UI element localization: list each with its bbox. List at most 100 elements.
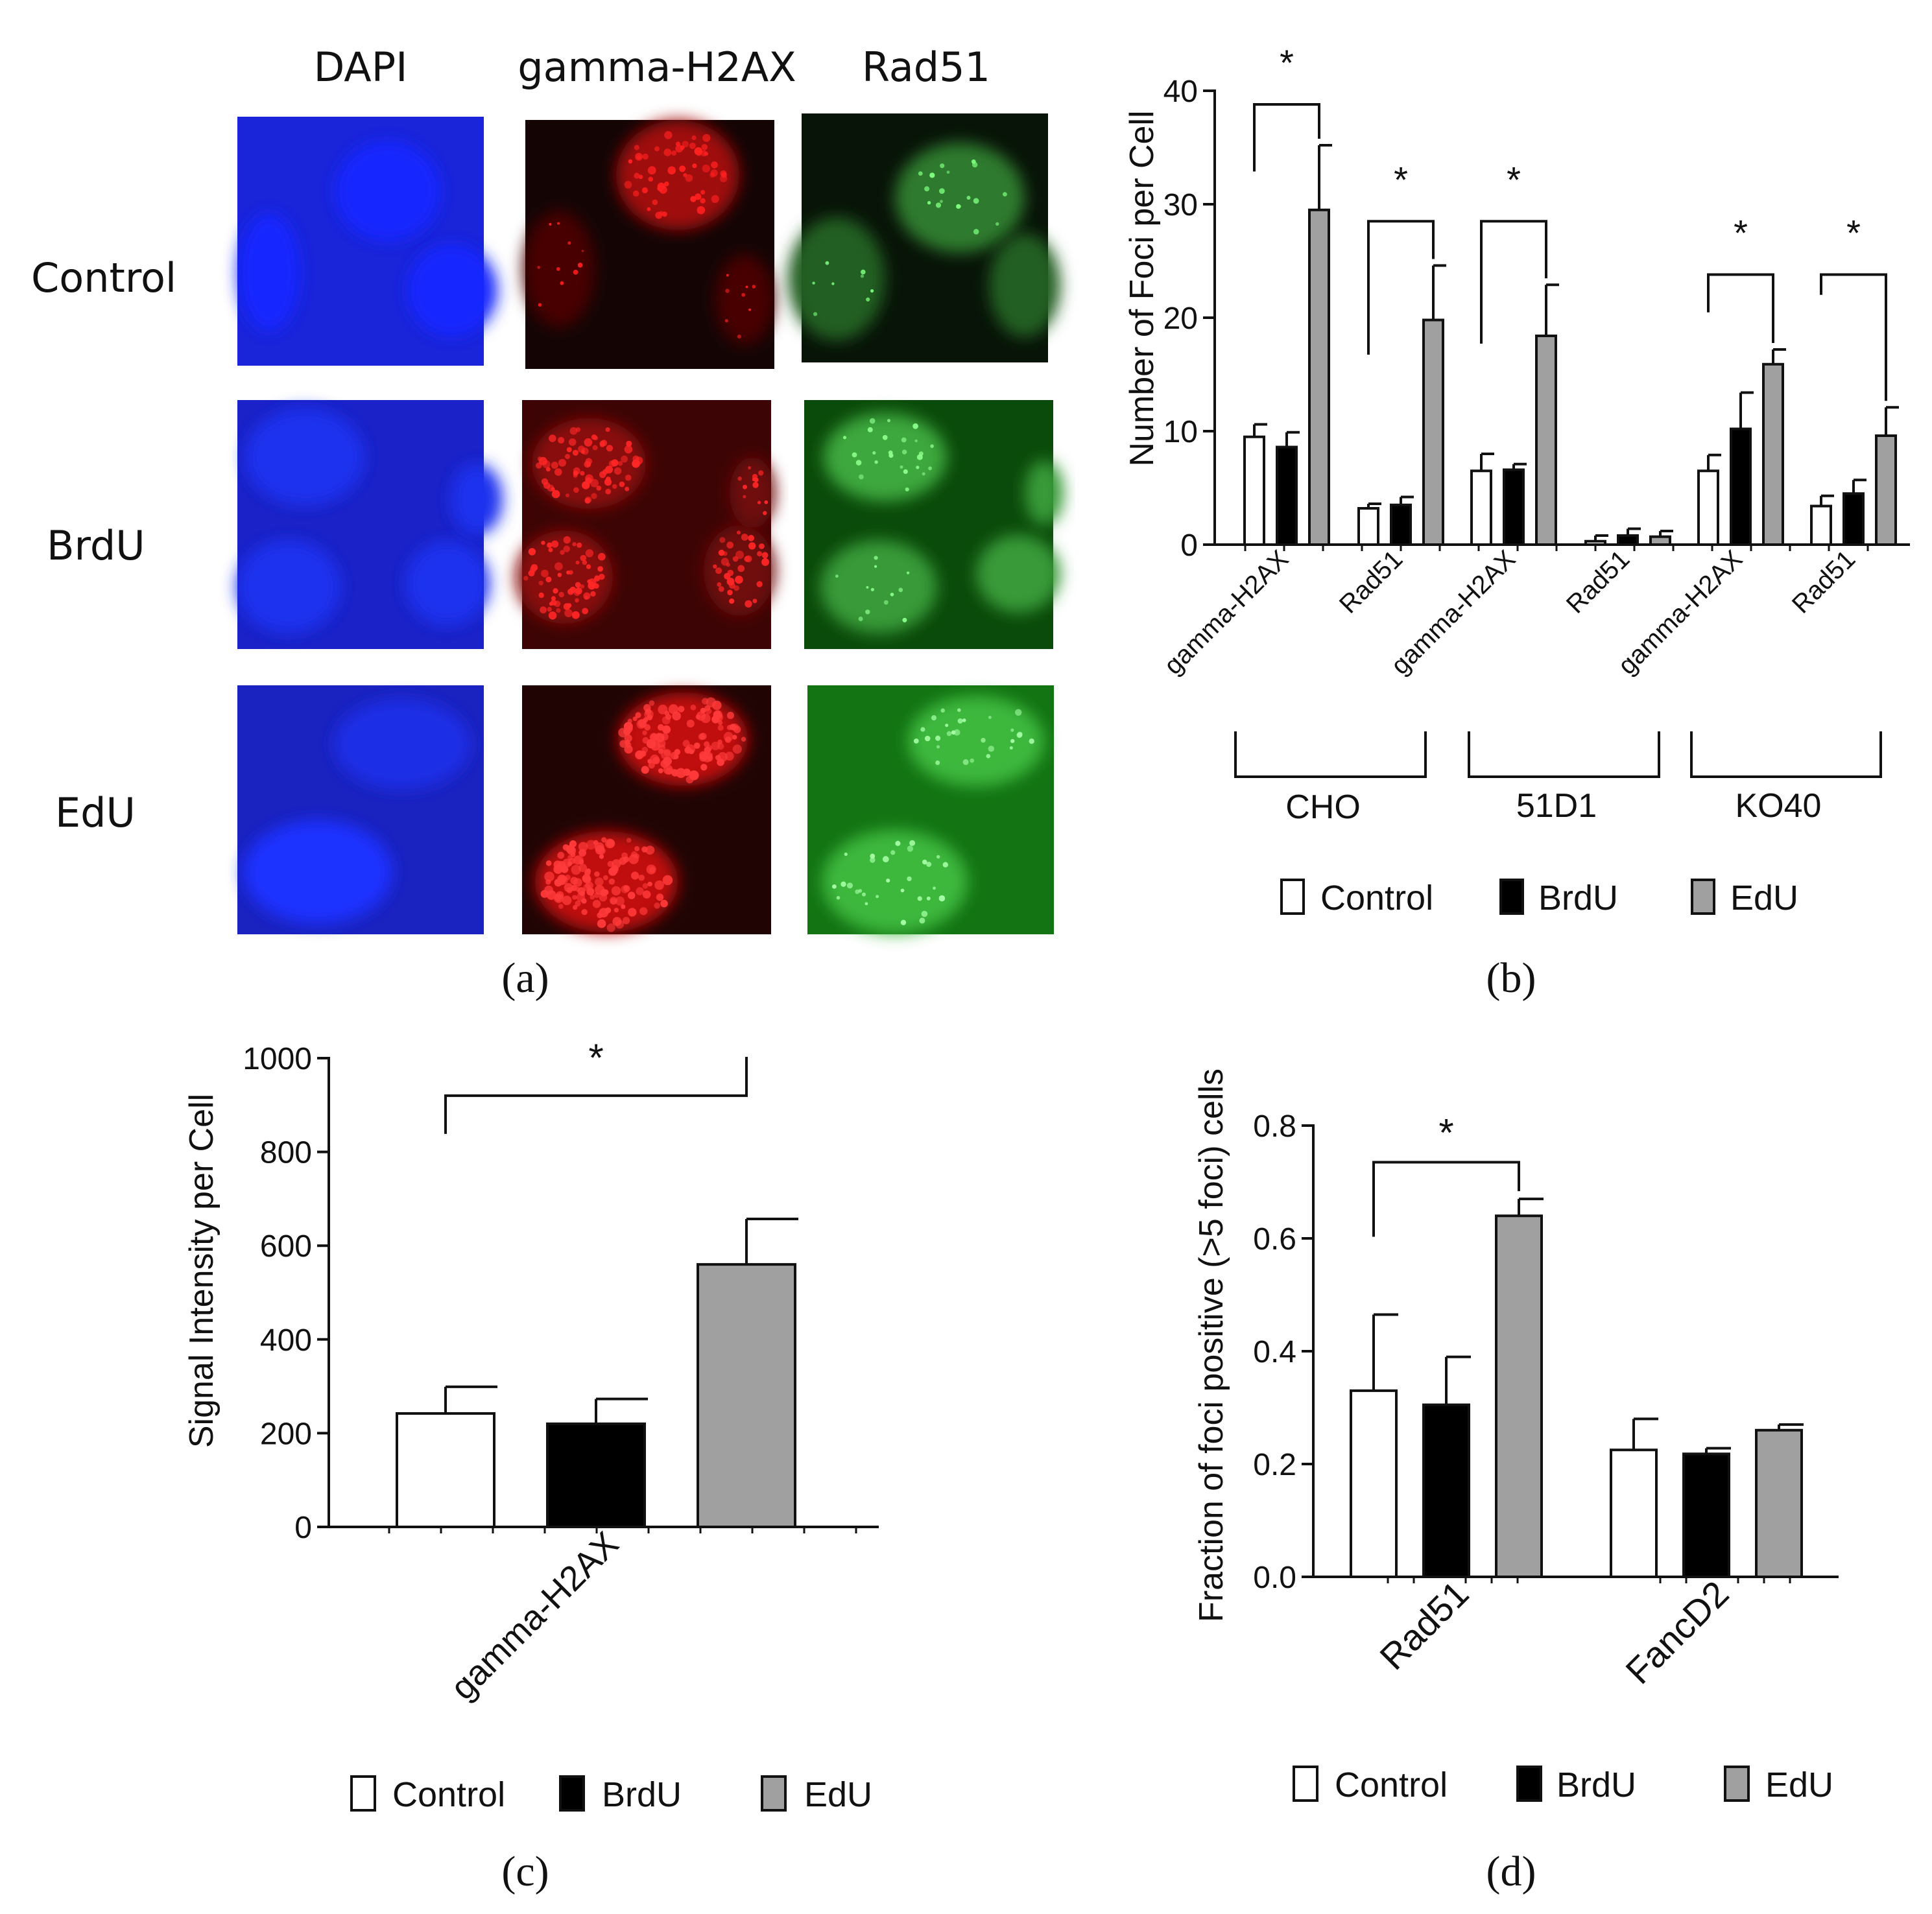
significance-bracket — [1367, 220, 1435, 355]
focus-spot — [726, 541, 733, 549]
focus-spot — [748, 542, 756, 550]
focus-spot — [584, 438, 593, 447]
focus-spot — [610, 897, 617, 905]
focus-spot — [710, 169, 718, 177]
focus-spot — [575, 560, 580, 565]
bar-control-gamma-h2ax — [396, 1412, 495, 1528]
category-label-gamma-h2ax: gamma-H2AX — [443, 1524, 626, 1707]
focus-spot — [727, 569, 734, 576]
focus-spot — [537, 266, 540, 269]
focus-spot — [914, 439, 918, 443]
focus-spot — [682, 141, 689, 148]
focus-spot — [548, 547, 553, 552]
focus-spot — [570, 877, 578, 885]
significance-bracket — [1707, 273, 1774, 343]
focus-spot — [573, 855, 582, 865]
focus-spot — [700, 198, 706, 204]
focus-spot — [689, 749, 695, 755]
focus-spot — [599, 471, 606, 478]
focus-spot — [752, 473, 757, 480]
focus-spot — [625, 724, 632, 731]
panel-b-bars — [1243, 144, 1899, 546]
focus-spot — [926, 862, 932, 868]
focus-spot — [890, 850, 896, 855]
focus-spot — [557, 851, 565, 859]
y-tick-label: 1000 — [243, 1042, 312, 1076]
focus-spot — [642, 890, 651, 899]
focus-spot — [679, 165, 686, 172]
y-tick-label: 0 — [1180, 528, 1198, 563]
focus-spot — [624, 734, 632, 742]
focus-spot — [580, 471, 585, 476]
focus-spot — [648, 176, 653, 182]
focus-spot — [981, 738, 986, 743]
focus-spot — [642, 153, 649, 160]
focus-spot — [938, 895, 946, 902]
focus-spot — [726, 274, 729, 277]
focus-spot — [523, 576, 529, 581]
focus-spot — [697, 206, 706, 215]
focus-spot — [841, 881, 846, 887]
focus-spot — [600, 889, 608, 897]
focus-spot — [726, 711, 734, 719]
y-tick-label: 0.8 — [1253, 1109, 1296, 1144]
focus-spot — [656, 733, 662, 738]
focus-spot — [726, 725, 732, 731]
focus-spot — [940, 708, 945, 713]
focus-spot — [912, 423, 918, 429]
focus-spot — [898, 587, 903, 593]
focus-spot — [737, 335, 741, 339]
focus-spot — [695, 193, 702, 200]
focus-spot — [567, 241, 571, 245]
focus-spot — [630, 871, 639, 880]
focus-spot — [551, 596, 556, 601]
bar-control-rad51 — [1357, 507, 1379, 546]
focus-spot — [580, 450, 585, 455]
bar-edu-gamma-h2ax — [1308, 208, 1330, 546]
focus-spot — [935, 735, 941, 741]
focus-spot — [844, 852, 848, 857]
chart-panel-b: Number of Foci per Cell 0 10 20 30 40 gamma-… — [1123, 42, 1910, 1002]
focus-spot — [581, 250, 584, 252]
focus-spot — [733, 585, 739, 591]
focus-spot — [936, 855, 940, 859]
focus-spot — [619, 740, 628, 748]
focus-spot — [540, 606, 547, 614]
focus-spot — [694, 147, 703, 156]
focus-spot — [538, 580, 543, 585]
y-tick-label: 30 — [1163, 188, 1198, 222]
focus-spot — [745, 600, 752, 608]
focus-spot — [852, 452, 857, 458]
panel-c-significance: * — [444, 1036, 748, 1134]
row-label-control: Control — [31, 254, 176, 301]
focus-spot — [718, 586, 724, 592]
focus-spot — [599, 573, 605, 580]
focus-spot — [549, 434, 556, 442]
focus-spot — [906, 571, 910, 574]
category-label-rad51: Rad51 — [1372, 1573, 1476, 1677]
focus-spot — [757, 551, 763, 557]
focus-spot — [744, 556, 750, 562]
bar-brdu-fancd2 — [1682, 1452, 1730, 1579]
y-tick-label: 0.0 — [1253, 1561, 1296, 1595]
significance-bracket — [444, 1056, 748, 1134]
focus-spot — [621, 455, 628, 463]
focus-spot — [556, 267, 560, 271]
focus-spot — [538, 456, 547, 466]
focus-spot — [658, 704, 668, 715]
focus-spot — [670, 751, 678, 760]
focus-spot — [571, 611, 580, 619]
focus-spot — [731, 723, 739, 731]
focus-spot — [832, 884, 837, 889]
focus-spot — [642, 737, 649, 744]
bar-edu-gamma-h2ax — [1535, 335, 1557, 546]
focus-spot — [638, 174, 643, 180]
focus-spot — [569, 586, 577, 593]
y-tick-label: 0.6 — [1253, 1222, 1296, 1257]
focus-spot — [719, 537, 726, 543]
focus-spot — [582, 874, 591, 883]
focus-spot — [593, 436, 598, 440]
focus-spot — [700, 150, 708, 157]
column-label-dapi: DAPI — [314, 43, 408, 91]
